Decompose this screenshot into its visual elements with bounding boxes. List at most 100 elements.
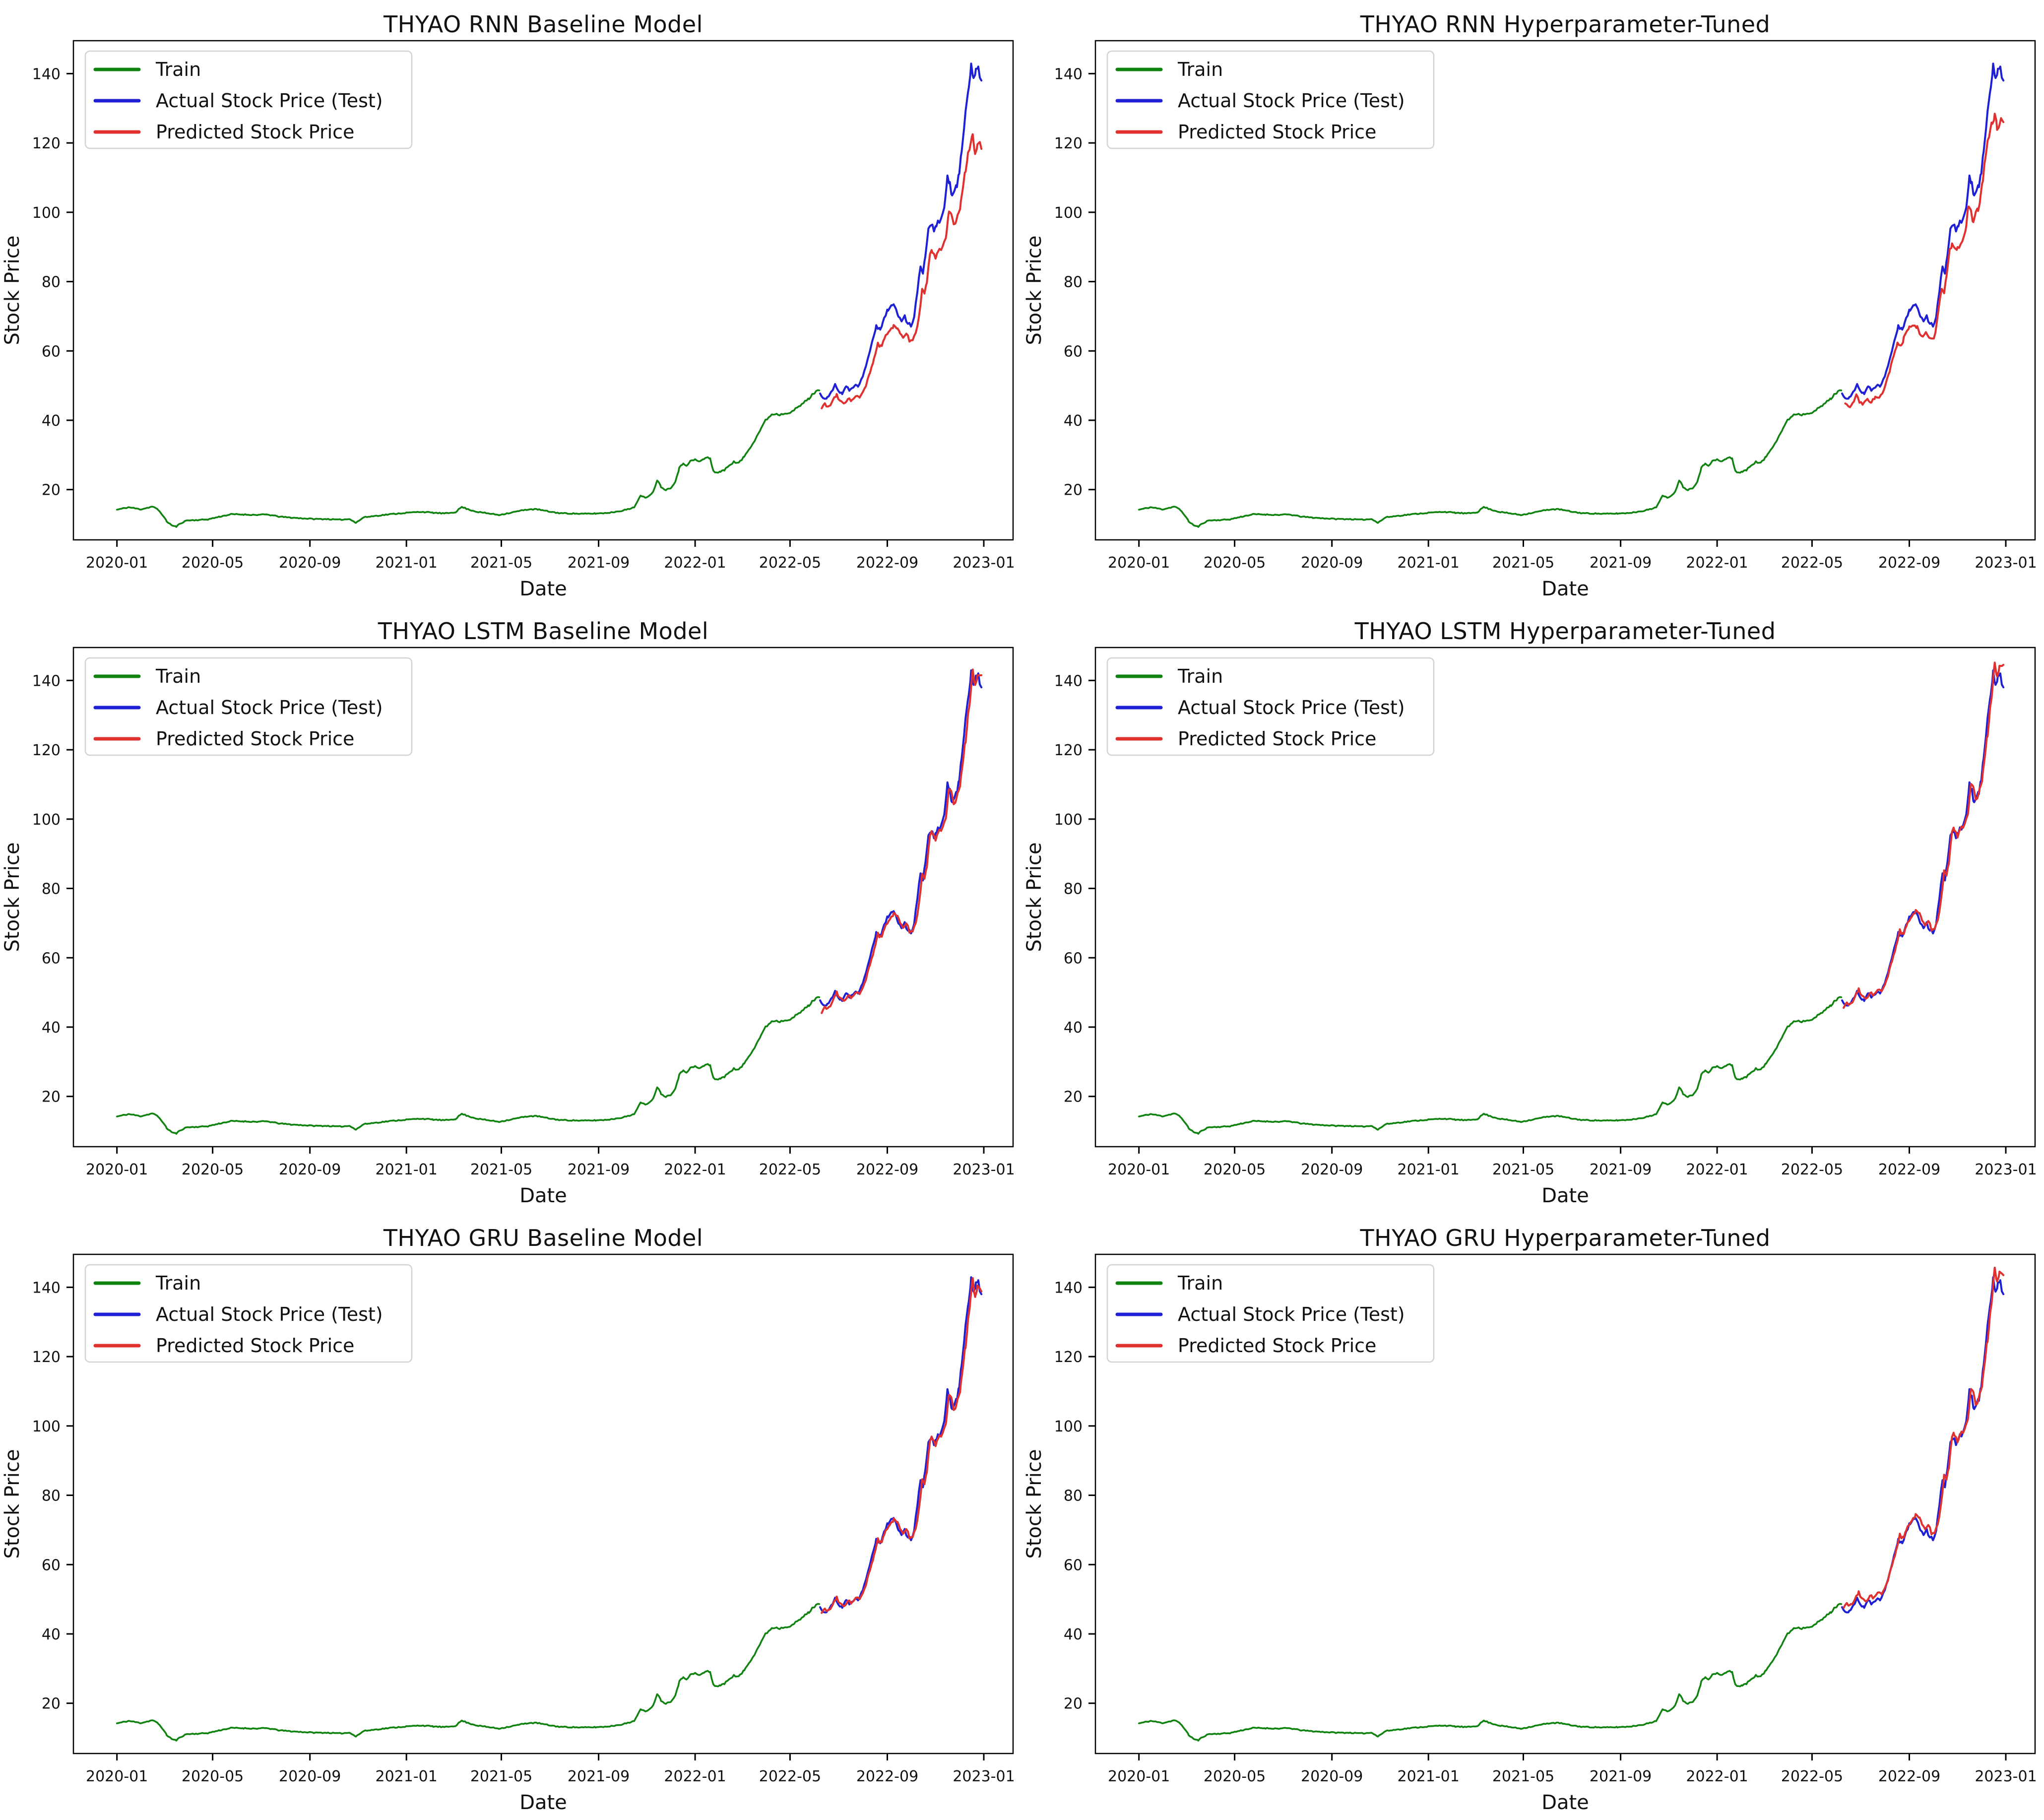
chart-canvas: 2020-01 2020-05 2020-09 2021-01 2021-05 2021-… xyxy=(1,1253,1015,1814)
y-axis-label: Stock Price xyxy=(1023,236,1046,345)
y-tick-label: 40 xyxy=(1064,412,1083,430)
y-tick-label: 60 xyxy=(1064,950,1083,967)
y-tick-label: 120 xyxy=(32,1349,61,1366)
x-axis-label: Date xyxy=(1541,1184,1589,1207)
y-tick-label: 40 xyxy=(42,412,61,430)
x-axis-label: Date xyxy=(519,578,567,600)
x-tick-label: 2021-09 xyxy=(1590,1161,1652,1178)
legend-label-predicted: Predicted Stock Price xyxy=(156,1335,354,1357)
y-tick-label: 80 xyxy=(42,1488,61,1505)
legend-label-train: Train xyxy=(1177,59,1223,80)
legend-box xyxy=(1106,1264,1435,1363)
x-tick-label: 2020-05 xyxy=(1204,554,1266,572)
y-tick-label: 40 xyxy=(1064,1019,1083,1037)
x-tick-label: 2021-05 xyxy=(470,1768,532,1785)
x-tick-label: 2022-01 xyxy=(1686,554,1748,572)
y-tick-label: 100 xyxy=(32,1418,61,1435)
chart-title: THYAO LSTM Hyperparameter-Tuned xyxy=(1354,618,1776,645)
y-tick-label: 140 xyxy=(1054,672,1083,690)
legend-label-train: Train xyxy=(1177,1272,1223,1294)
x-tick-label: 2021-09 xyxy=(568,554,630,572)
chart-panel-lstm-tuned: THYAO LSTM Hyperparameter-Tuned 2020-01 2… xyxy=(1022,607,2044,1213)
x-tick-label: 2022-09 xyxy=(1878,554,1940,572)
x-tick-label: 2021-05 xyxy=(1492,1161,1554,1178)
x-tick-label: 2022-09 xyxy=(856,1768,918,1785)
legend-label-train: Train xyxy=(1177,665,1223,687)
x-tick-label: 2022-09 xyxy=(856,1161,918,1178)
x-tick-label: 2020-09 xyxy=(1301,554,1363,572)
x-tick-label: 2022-01 xyxy=(1686,1161,1748,1178)
x-tick-label: 2021-05 xyxy=(1492,1768,1554,1785)
y-tick-label: 140 xyxy=(32,672,61,690)
predicted-line xyxy=(821,133,983,409)
x-tick-label: 2020-09 xyxy=(279,1161,341,1178)
x-tick-label: 2022-01 xyxy=(664,1768,726,1785)
y-axis-label: Stock Price xyxy=(1,1449,24,1559)
y-axis-label: Stock Price xyxy=(1,236,24,345)
train-line xyxy=(1138,389,1843,528)
actual-line xyxy=(819,669,983,1007)
x-tick-label: 2022-05 xyxy=(1781,1161,1843,1178)
y-tick-label: 120 xyxy=(1054,742,1083,759)
x-tick-label: 2021-01 xyxy=(376,554,438,572)
x-tick-label: 2022-01 xyxy=(664,1161,726,1178)
y-tick-label: 60 xyxy=(42,950,61,967)
x-tick-label: 2020-01 xyxy=(86,1768,148,1785)
plot-border xyxy=(1094,1253,2036,1755)
x-tick-label: 2022-09 xyxy=(1878,1161,1940,1178)
legend-label-train: Train xyxy=(155,1272,201,1294)
plot-border xyxy=(1094,40,2036,541)
y-tick-label: 80 xyxy=(42,274,61,291)
legend-box xyxy=(1106,657,1435,756)
y-tick-label: 20 xyxy=(1064,1089,1083,1106)
legend-label-predicted: Predicted Stock Price xyxy=(156,728,354,750)
chart-panel-rnn-tuned: THYAO RNN Hyperparameter-Tuned 2020-01 20… xyxy=(1022,0,2044,606)
y-tick-label: 80 xyxy=(1064,274,1083,291)
x-tick-label: 2020-05 xyxy=(182,1161,244,1178)
x-tick-label: 2023-01 xyxy=(1975,1768,2037,1785)
plot-border xyxy=(72,40,1014,541)
legend-label-predicted: Predicted Stock Price xyxy=(156,121,354,143)
y-tick-label: 20 xyxy=(42,1695,61,1713)
x-tick-label: 2021-09 xyxy=(568,1161,630,1178)
x-tick-label: 2021-09 xyxy=(1590,1768,1652,1785)
x-axis-label: Date xyxy=(1541,578,1589,600)
x-tick-label: 2022-09 xyxy=(856,554,918,572)
chart-title: THYAO LSTM Baseline Model xyxy=(378,618,709,645)
legend-box xyxy=(84,50,413,149)
x-tick-label: 2021-01 xyxy=(1398,1161,1460,1178)
train-line xyxy=(116,996,821,1135)
plot-border xyxy=(72,647,1014,1148)
actual-line xyxy=(819,1276,983,1614)
legend-label-actual: Actual Stock Price (Test) xyxy=(156,90,383,112)
y-tick-label: 140 xyxy=(32,65,61,83)
x-tick-label: 2021-01 xyxy=(1398,554,1460,572)
train-line xyxy=(116,389,821,528)
x-tick-label: 2022-05 xyxy=(1781,1768,1843,1785)
predicted-line xyxy=(1844,113,2005,408)
y-tick-label: 20 xyxy=(1064,482,1083,499)
legend-label-actual: Actual Stock Price (Test) xyxy=(1178,697,1405,718)
x-tick-label: 2020-05 xyxy=(182,554,244,572)
chart-panel-gru-tuned: THYAO GRU Hyperparameter-Tuned 2020-01 20… xyxy=(1022,1214,2044,1820)
y-tick-label: 140 xyxy=(1054,1279,1083,1297)
actual-line xyxy=(819,63,983,400)
legend-label-train: Train xyxy=(155,59,201,80)
plot-border xyxy=(72,1253,1014,1755)
x-tick-label: 2020-09 xyxy=(279,1768,341,1785)
legend-box xyxy=(84,1264,413,1363)
chart-panel-lstm-baseline: THYAO LSTM Baseline Model 2020-01 2020-05… xyxy=(0,607,1022,1213)
y-tick-label: 60 xyxy=(1064,1557,1083,1574)
legend-label-predicted: Predicted Stock Price xyxy=(1178,121,1376,143)
x-tick-label: 2023-01 xyxy=(953,1768,1015,1785)
chart-title: THYAO GRU Baseline Model xyxy=(383,1225,703,1251)
x-tick-label: 2022-05 xyxy=(1781,554,1843,572)
actual-line xyxy=(1841,669,2005,1007)
predicted-line xyxy=(1843,1266,2005,1609)
x-tick-label: 2020-05 xyxy=(182,1768,244,1785)
y-tick-label: 80 xyxy=(42,881,61,898)
x-axis-label: Date xyxy=(519,1184,567,1207)
actual-line xyxy=(1841,63,2005,400)
x-tick-label: 2021-01 xyxy=(376,1161,438,1178)
x-tick-label: 2022-05 xyxy=(759,1768,821,1785)
